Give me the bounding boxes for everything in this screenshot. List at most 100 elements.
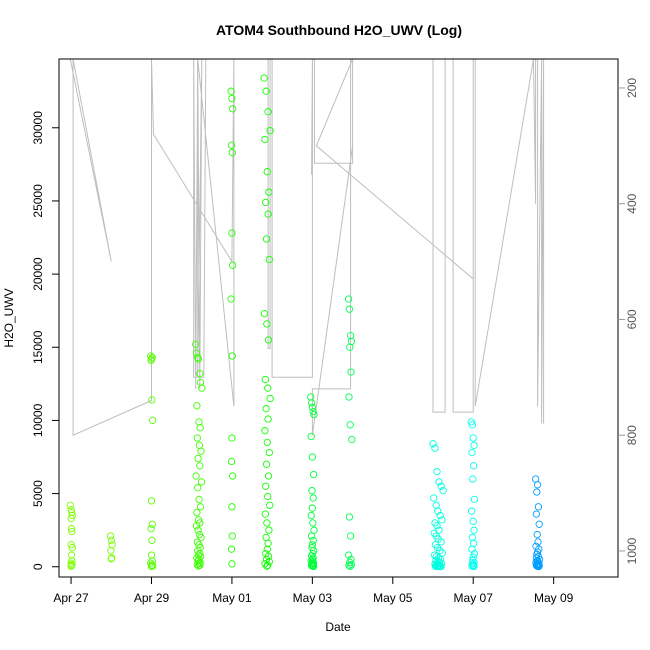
data-point (147, 551, 156, 559)
data-point (345, 561, 353, 570)
data-point (470, 562, 478, 571)
x-axis-label: Date (325, 620, 351, 634)
series-obs-may04 (344, 295, 356, 570)
data-point (263, 545, 271, 553)
data-point (66, 501, 74, 509)
data-point (469, 462, 478, 470)
y-axis-label: H2O_UWV (2, 288, 16, 347)
data-point (228, 532, 236, 540)
data-point (264, 108, 272, 116)
data-point (533, 488, 541, 496)
y2-tick-label: 600 (625, 309, 639, 329)
data-point (470, 549, 479, 558)
data-point (193, 508, 201, 517)
pressure-line (69, 58, 545, 436)
data-point (194, 562, 203, 570)
data-point (345, 513, 354, 521)
data-point (229, 261, 237, 269)
data-point (437, 562, 445, 571)
data-point (308, 453, 317, 461)
data-point (67, 551, 76, 559)
data-point (265, 557, 273, 566)
data-point (192, 472, 200, 480)
data-point (309, 536, 317, 545)
x-tick-label: May 05 (373, 591, 413, 605)
data-point (67, 514, 75, 523)
data-point (307, 393, 315, 401)
data-point (307, 432, 315, 441)
y-tick-label: 0 (31, 563, 45, 570)
data-point (261, 427, 269, 435)
data-point (266, 127, 274, 135)
data-point (192, 522, 201, 530)
data-point (532, 510, 541, 518)
data-point (147, 352, 155, 360)
data-point (264, 384, 272, 392)
data-point (107, 547, 115, 555)
data-point (307, 399, 316, 407)
data-point (262, 87, 270, 95)
data-point (469, 517, 477, 526)
data-point (261, 135, 269, 144)
y2-tick-label: 200 (625, 78, 639, 98)
data-point (431, 444, 439, 452)
data-point (468, 545, 476, 553)
data-point (309, 547, 318, 555)
data-point (534, 538, 542, 546)
y2-tick-label: 800 (625, 425, 639, 445)
series-obs-apr30 (192, 340, 206, 570)
data-point (228, 352, 236, 360)
data-point (308, 487, 316, 495)
data-point (68, 527, 76, 536)
data-point (265, 526, 273, 534)
data-point (227, 545, 236, 553)
data-point (106, 532, 115, 540)
data-point (432, 501, 440, 509)
data-point (535, 562, 543, 571)
data-point (436, 511, 444, 520)
data-point (228, 148, 236, 157)
data-point (228, 229, 236, 237)
data-point (470, 441, 478, 449)
data-point (229, 472, 237, 480)
data-point (195, 441, 204, 449)
data-point (194, 484, 202, 492)
data-point (469, 475, 477, 483)
data-point (196, 424, 204, 432)
y-tick-label: 10000 (31, 403, 45, 437)
data-point (265, 448, 273, 457)
data-point (265, 255, 273, 264)
data-point (346, 343, 354, 351)
data-point (148, 557, 156, 565)
chart-title: ATOM4 Southbound H2O_UWV (Log) (216, 22, 462, 38)
data-point (310, 410, 318, 419)
data-point (308, 403, 317, 411)
data-point (228, 560, 236, 568)
data-point (227, 141, 236, 149)
data-point (193, 434, 201, 442)
data-point (468, 448, 476, 457)
data-point (308, 504, 317, 512)
data-point (346, 562, 354, 570)
data-point (196, 378, 205, 387)
data-point (68, 544, 76, 552)
data-point (344, 551, 353, 559)
data-point (346, 558, 354, 567)
data-point (147, 525, 155, 533)
y-tick-label: 15000 (31, 330, 45, 364)
data-point (148, 396, 156, 404)
data-point (263, 438, 271, 447)
x-tick-label: May 07 (454, 591, 494, 605)
data-point (533, 530, 541, 539)
series-obs-apr27 (66, 501, 76, 570)
x-tick-label: May 03 (293, 591, 333, 605)
data-point (309, 494, 317, 502)
data-point (347, 368, 355, 376)
series-obs-apr28 (106, 532, 116, 563)
x-tick-label: May 09 (534, 591, 574, 605)
data-point (261, 510, 269, 518)
data-point (148, 536, 156, 545)
series-obs-may06 (429, 440, 447, 571)
data-point (196, 369, 204, 378)
